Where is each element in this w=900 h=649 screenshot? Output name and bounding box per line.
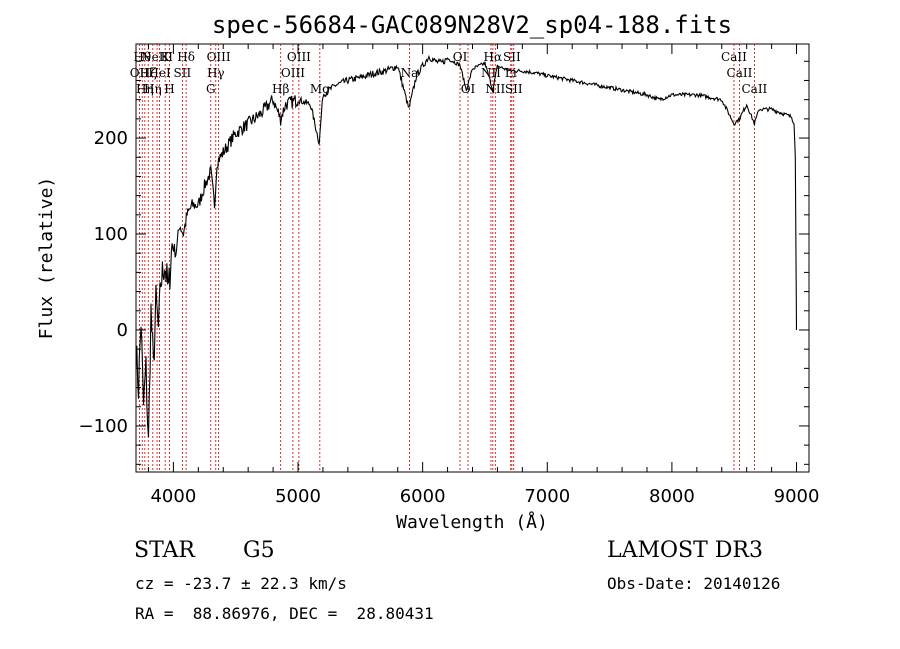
line-label: Na [401, 66, 419, 80]
x-tick-label: 5000 [275, 486, 321, 507]
x-tick-label: 9000 [774, 486, 820, 507]
y-tick-label: 0 [117, 320, 128, 341]
x-tick-label: 4000 [150, 486, 196, 507]
line-label: Hα [484, 50, 503, 64]
object-subclass: G5 [243, 538, 275, 563]
line-label: Hδ [177, 50, 195, 64]
x-axis-ticks: 4000 5000 6000 7000 8000 9000 [147, 44, 820, 507]
line-label: K [161, 50, 171, 64]
line-label: Li [505, 66, 517, 80]
line-label: SII [174, 66, 192, 80]
line-label: OII [130, 66, 150, 80]
coordinates: RA = 88.86976, DEC = 28.80431 [135, 604, 434, 623]
y-tick-label: −100 [79, 416, 128, 437]
line-label: Hθ [133, 50, 151, 64]
x-tick-label: 6000 [400, 486, 446, 507]
line-label: Hγ [207, 66, 225, 80]
line-label: NII [485, 82, 505, 96]
y-tick-label: 200 [94, 128, 128, 149]
line-label: HeI [148, 66, 171, 80]
x-tick-label: 7000 [524, 486, 570, 507]
line-label: OIII [287, 50, 311, 64]
survey-name: LAMOST DR3 [607, 538, 763, 563]
line-label: CaII [727, 66, 753, 80]
line-label: NeIII [141, 50, 173, 64]
plot-frame [135, 43, 810, 473]
line-label: Hη [144, 82, 162, 96]
object-class: STAR [134, 538, 195, 563]
chart-title: spec-56684-GAC089N28V2_sp04-188.fits [212, 11, 732, 39]
x-axis-label: Wavelength (Å) [396, 511, 548, 533]
line-markers [138, 44, 755, 472]
line-label: OIII [281, 66, 305, 80]
redshift-cz: cz = -23.7 ± 22.3 km/s [135, 574, 347, 593]
line-label: Mg [310, 82, 330, 96]
line-label: CaII [741, 82, 767, 96]
y-axis-ticks: −100 0 100 200 [79, 60, 809, 465]
line-label: H [164, 82, 174, 96]
line-label: SII [503, 50, 521, 64]
line-label: Hη [136, 82, 154, 96]
line-label: CaII [721, 50, 747, 64]
line-label: OI [453, 50, 468, 64]
line-label: Hβ [272, 82, 289, 96]
line-label: OIII [207, 50, 231, 64]
line-label: G [206, 82, 216, 96]
line-labels: OIIHθHηHζHηNeIIIHeIKHSIIHδGHγOIIIHβOIIIO… [130, 50, 768, 96]
spectrum-line [135, 54, 798, 438]
line-label: SII [505, 82, 523, 96]
obs-date: Obs-Date: 20140126 [607, 574, 781, 593]
x-tick-label: 8000 [649, 486, 695, 507]
y-axis-label: Flux (relative) [36, 177, 57, 340]
line-label: Hζ [140, 66, 157, 80]
y-tick-label: 100 [94, 224, 128, 245]
